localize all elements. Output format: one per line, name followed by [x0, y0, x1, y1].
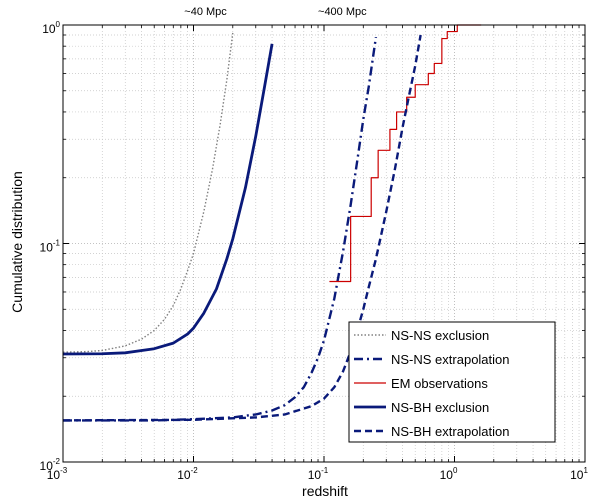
- grid-minor: [63, 25, 585, 462]
- x-tick-label: 101: [570, 466, 588, 482]
- y-tick-exponent: 0: [56, 20, 61, 29]
- y-tick-label: 10-1: [40, 239, 61, 255]
- series-line-em-observations: [329, 24, 482, 283]
- legend-items: NS-NS exclusion NS-NS extrapolation EM obs…: [354, 328, 510, 439]
- x-tick-exponent: -3: [60, 466, 68, 475]
- legend-box: [348, 321, 556, 443]
- x-tick-label: 100: [440, 466, 458, 482]
- y-tick-base: 10: [42, 22, 56, 36]
- legend-label: NS-NS exclusion: [391, 328, 489, 343]
- x-tick-label: 10-1: [308, 466, 329, 482]
- x-tick-labels: 10-3 10-2 10-1 100 101: [47, 466, 589, 482]
- y-tick-label: 100: [42, 20, 60, 36]
- legend-label: NS-NS extrapolation: [391, 352, 510, 367]
- y-tick-exponent: -2: [53, 457, 61, 466]
- distance-annotation: ~400 Mpc: [318, 6, 367, 18]
- legend: NS-NS exclusion NS-NS extrapolation EM obs…: [348, 321, 556, 443]
- legend-label: EM observations: [391, 376, 488, 391]
- y-tick-base: 10: [40, 459, 54, 473]
- x-tick-base: 10: [47, 468, 61, 482]
- legend-label: NS-BH extrapolation: [391, 424, 510, 439]
- distance-annotation: ~40 Mpc: [184, 6, 227, 18]
- x-tick-label: 10-2: [177, 466, 198, 482]
- x-axis-title: redshift: [302, 483, 348, 499]
- x-tick-exponent: -1: [321, 466, 329, 475]
- x-tick-exponent: 1: [583, 466, 588, 475]
- x-tick-exponent: 0: [453, 466, 458, 475]
- y-tick-base: 10: [40, 241, 54, 255]
- legend-label: NS-BH exclusion: [391, 400, 489, 415]
- x-tick-base: 10: [308, 468, 322, 482]
- y-tick-label: 10-2: [40, 457, 61, 473]
- series-line-ns-bh-exclusion: [62, 43, 274, 356]
- x-tick-label: 10-3: [47, 466, 68, 482]
- y-tick-exponent: -1: [53, 239, 61, 248]
- ticks: [62, 24, 586, 463]
- y-axis-title: Cumulative distribution: [9, 171, 25, 313]
- x-tick-base: 10: [440, 468, 454, 482]
- x-tick-exponent: -2: [191, 466, 199, 475]
- annotations: ~40 Mpc ~400 Mpc: [184, 6, 367, 18]
- x-tick-base: 10: [570, 468, 584, 482]
- x-tick-base: 10: [177, 468, 191, 482]
